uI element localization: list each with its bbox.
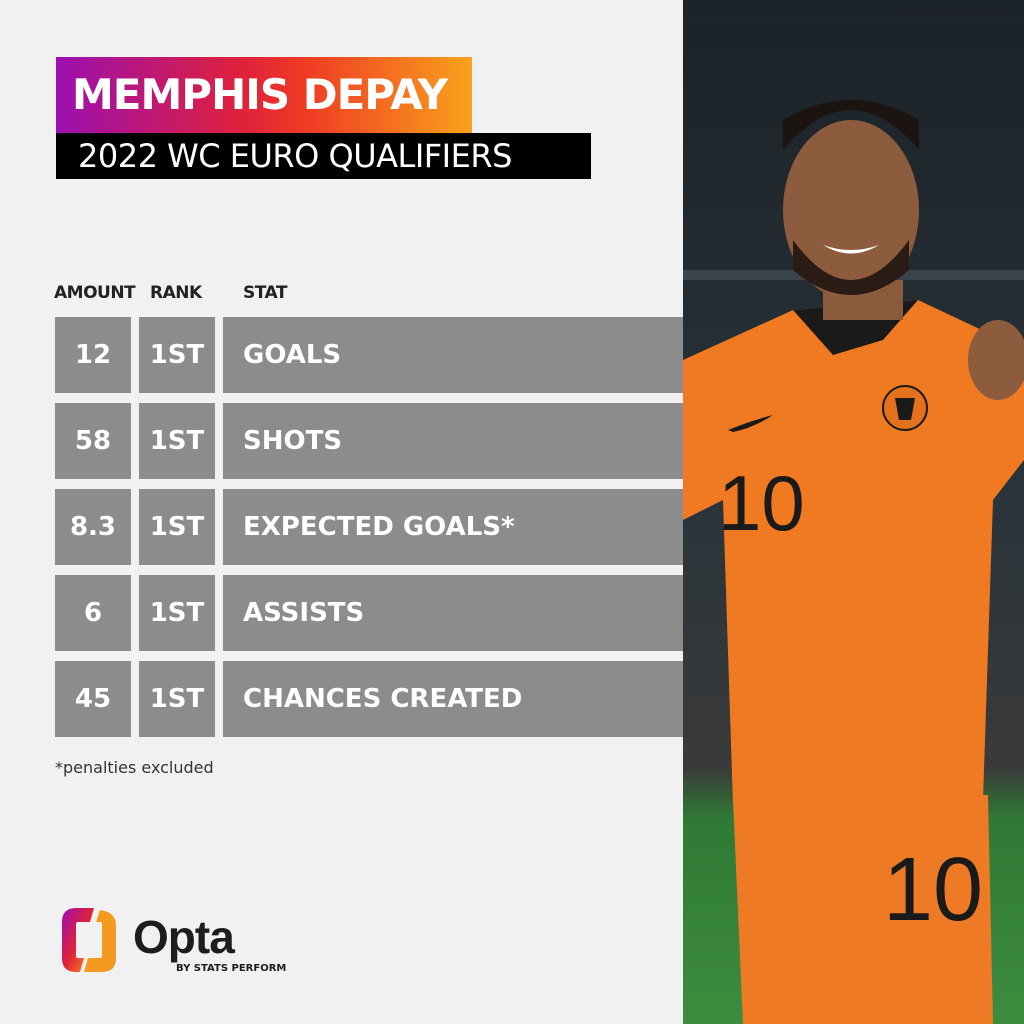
competition-subtitle: 2022 WC EURO QUALIFIERS [56, 133, 591, 179]
amount-cell: 6 [55, 575, 131, 651]
player-illustration: 10 10 [683, 100, 1024, 1024]
opta-logo-icon [62, 908, 116, 972]
jersey-number-front: 10 [718, 459, 805, 547]
amount-cell: 58 [55, 403, 131, 479]
column-header-rank: RANK [150, 283, 202, 303]
player-name-title: MEMPHIS DEPAY [56, 57, 472, 133]
column-header-amount: AMOUNT [54, 283, 136, 303]
footnote: *penalties excluded [55, 758, 214, 777]
stat-cell: CHANCES CREATED [223, 661, 683, 737]
amount-cell: 45 [55, 661, 131, 737]
player-photo: 10 10 [683, 0, 1024, 1024]
opta-logo-text: Opta [133, 911, 235, 963]
column-header-stat: STAT [243, 283, 287, 303]
rank-cell: 1ST [139, 489, 215, 565]
stat-cell: ASSISTS [223, 575, 683, 651]
rank-cell: 1ST [139, 403, 215, 479]
stat-cell: EXPECTED GOALS* [223, 489, 683, 565]
amount-cell: 12 [55, 317, 131, 393]
jersey-number-shorts: 10 [883, 840, 983, 940]
amount-cell: 8.3 [55, 489, 131, 565]
stat-cell: SHOTS [223, 403, 683, 479]
rank-cell: 1ST [139, 317, 215, 393]
stat-cell: GOALS [223, 317, 683, 393]
opta-logo-tagline: BY STATS PERFORM [176, 963, 287, 974]
rank-cell: 1ST [139, 661, 215, 737]
rank-cell: 1ST [139, 575, 215, 651]
